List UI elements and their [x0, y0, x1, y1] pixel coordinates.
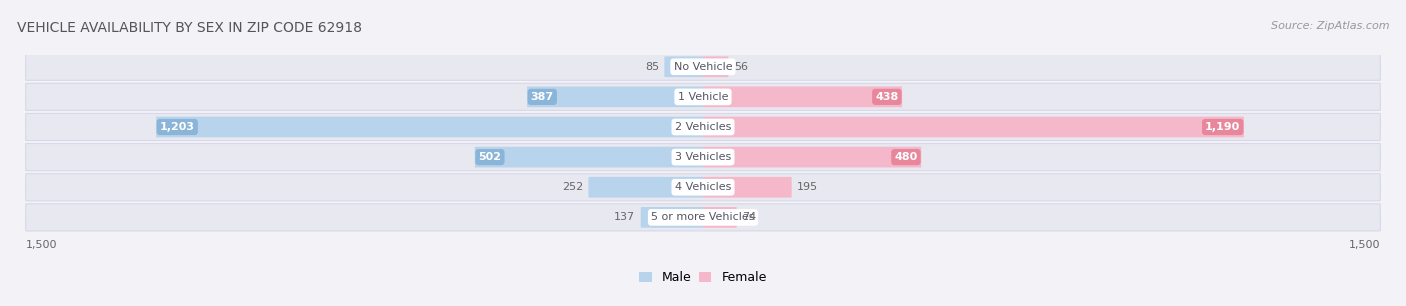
- Text: 56: 56: [734, 62, 748, 72]
- Text: 480: 480: [894, 152, 918, 162]
- Text: 137: 137: [614, 212, 636, 222]
- Text: 1,500: 1,500: [25, 240, 58, 250]
- Text: 502: 502: [478, 152, 502, 162]
- FancyBboxPatch shape: [703, 56, 728, 77]
- FancyBboxPatch shape: [703, 117, 1244, 137]
- FancyBboxPatch shape: [25, 144, 1381, 171]
- FancyBboxPatch shape: [25, 174, 1381, 201]
- FancyBboxPatch shape: [25, 204, 1381, 231]
- FancyBboxPatch shape: [25, 83, 1381, 110]
- FancyBboxPatch shape: [475, 147, 703, 167]
- Text: 5 or more Vehicles: 5 or more Vehicles: [651, 212, 755, 222]
- Text: 74: 74: [742, 212, 756, 222]
- FancyBboxPatch shape: [527, 87, 703, 107]
- FancyBboxPatch shape: [589, 177, 703, 198]
- FancyBboxPatch shape: [156, 117, 703, 137]
- Text: 85: 85: [645, 62, 659, 72]
- FancyBboxPatch shape: [703, 177, 792, 198]
- Text: 195: 195: [797, 182, 818, 192]
- Text: Source: ZipAtlas.com: Source: ZipAtlas.com: [1271, 21, 1389, 32]
- Text: 438: 438: [875, 92, 898, 102]
- Text: 3 Vehicles: 3 Vehicles: [675, 152, 731, 162]
- FancyBboxPatch shape: [703, 147, 921, 167]
- FancyBboxPatch shape: [703, 87, 903, 107]
- Text: 1,203: 1,203: [160, 122, 195, 132]
- Text: 1 Vehicle: 1 Vehicle: [678, 92, 728, 102]
- Text: 252: 252: [562, 182, 583, 192]
- Text: VEHICLE AVAILABILITY BY SEX IN ZIP CODE 62918: VEHICLE AVAILABILITY BY SEX IN ZIP CODE …: [17, 21, 361, 35]
- FancyBboxPatch shape: [703, 207, 737, 228]
- Text: 4 Vehicles: 4 Vehicles: [675, 182, 731, 192]
- FancyBboxPatch shape: [641, 207, 703, 228]
- Text: 1,500: 1,500: [1348, 240, 1381, 250]
- Text: No Vehicle: No Vehicle: [673, 62, 733, 72]
- Text: 2 Vehicles: 2 Vehicles: [675, 122, 731, 132]
- Legend: Male, Female: Male, Female: [640, 271, 766, 284]
- Text: 387: 387: [530, 92, 554, 102]
- FancyBboxPatch shape: [665, 56, 703, 77]
- FancyBboxPatch shape: [25, 114, 1381, 140]
- FancyBboxPatch shape: [25, 53, 1381, 80]
- Text: 1,190: 1,190: [1205, 122, 1240, 132]
